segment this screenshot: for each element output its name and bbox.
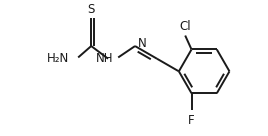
Text: F: F xyxy=(188,114,195,126)
Text: Cl: Cl xyxy=(179,20,191,33)
Text: N: N xyxy=(137,37,146,50)
Text: H₂N: H₂N xyxy=(47,52,69,65)
Text: NH: NH xyxy=(96,52,113,65)
Text: S: S xyxy=(88,3,95,16)
